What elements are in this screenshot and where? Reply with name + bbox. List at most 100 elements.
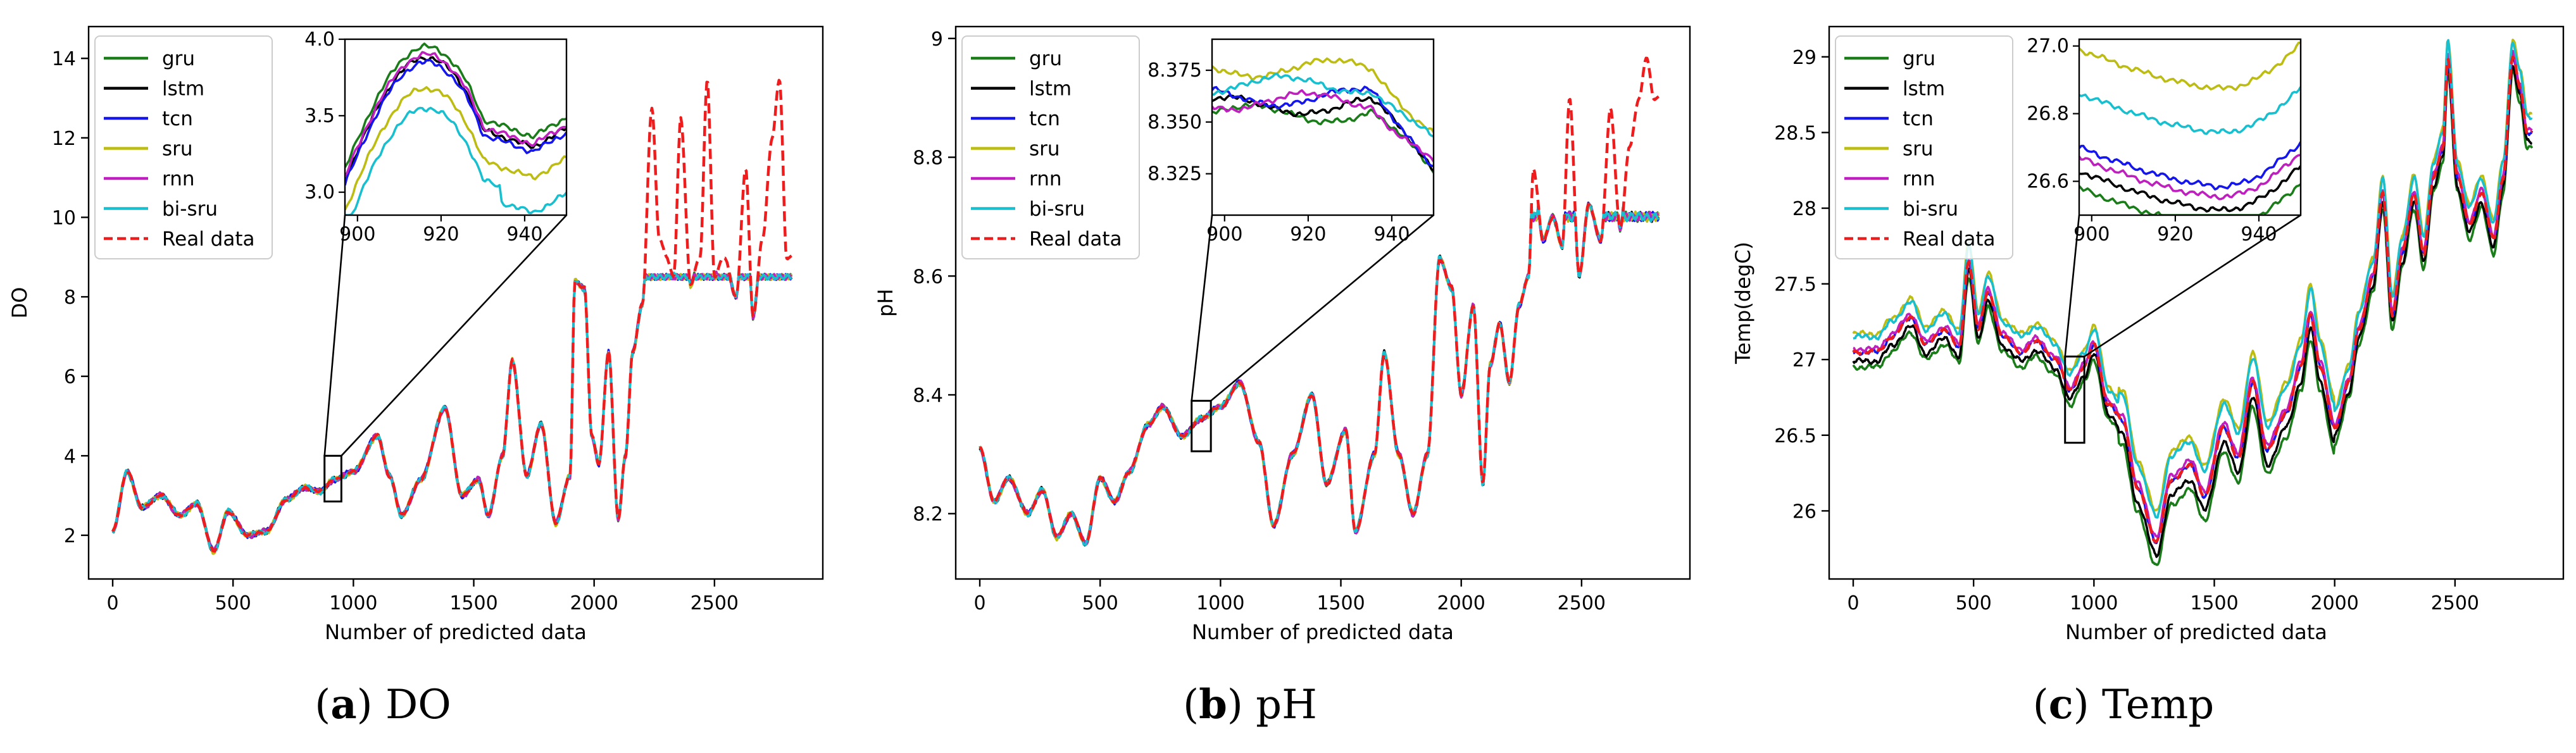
x-tick-label: 2000 (570, 592, 618, 614)
plot-frame (87, 25, 824, 580)
legend-label: lstm (1903, 78, 1945, 101)
inset-line-gru (2079, 183, 2301, 215)
series-line-lstm (111, 272, 793, 552)
series-line-bi-sru (1853, 39, 2533, 519)
caption-paren-open: ( (1183, 681, 1199, 728)
series-line-rnn (112, 270, 792, 552)
zoom-connector (341, 215, 567, 457)
x-tick-label: 500 (1956, 592, 1992, 614)
x-tick-label: 1000 (2070, 592, 2118, 614)
x-tick-label: 2500 (691, 592, 739, 614)
inset-y-tick-label: 3.0 (304, 182, 335, 204)
inset-y-tick-label: 8.350 (1147, 111, 1202, 134)
legend: gru lstm tcn sru rnn bi-sru Real data (1835, 35, 2013, 259)
inset-line-tcn (2079, 141, 2301, 190)
legend-box (1835, 35, 2013, 259)
x-tick-label: 1500 (1316, 592, 1365, 614)
y-tick-label: 26.5 (1774, 425, 1816, 447)
inset-x-tick-label: 920 (1290, 223, 1326, 246)
y-tick-label: 8.6 (913, 266, 943, 288)
inset-axes: 900 920 940 3.0 3.5 4.0 (304, 28, 568, 246)
inset-line-tcn (1212, 85, 1434, 168)
y-tick-label: 9 (931, 28, 943, 51)
series-group (979, 56, 1660, 547)
series-line-bi-sru (111, 271, 792, 553)
panel-caption: (b) pH (1183, 681, 1317, 728)
inset-x-tick-label: 940 (2241, 223, 2277, 246)
inset-x-tick-label: 900 (1206, 223, 1242, 246)
inset-line-bi-sru (345, 106, 566, 215)
inset-x-tick-label: 940 (1373, 223, 1410, 246)
inset-line-gru (345, 42, 566, 168)
inset-y-tick-label: 8.325 (1147, 163, 1202, 185)
legend-label: gru (1029, 47, 1062, 70)
x-tick-label: 1500 (2190, 592, 2238, 614)
inset-line-rnn (1212, 89, 1434, 163)
legend-label: tcn (162, 108, 193, 130)
legend-label: sru (1903, 138, 1934, 161)
zoom-connector (2064, 215, 2080, 357)
inset-line-lstm (2079, 165, 2301, 213)
y-tick-label: 29 (1792, 47, 1816, 69)
plot-frame (1828, 25, 2565, 580)
legend: gru lstm tcn sru rnn bi-sru Real data (94, 35, 273, 259)
legend-label: lstm (1029, 78, 1072, 101)
zoom-source-box (323, 454, 342, 503)
caption-title: pH (1256, 681, 1317, 728)
y-tick-label: 8.8 (913, 147, 943, 170)
y-tick-label: 8.2 (913, 504, 943, 526)
inset-x-tick-label: 940 (506, 223, 542, 246)
y-tick-label: 14 (52, 48, 76, 70)
legend-label: gru (1903, 47, 1935, 70)
series-group (1852, 39, 2534, 566)
series-group (111, 78, 793, 555)
panel-caption: (c) Temp (2033, 681, 2215, 728)
x-tick-label: 0 (1847, 592, 1859, 614)
inset-series-group (1212, 57, 1434, 174)
series-line-gru (111, 271, 793, 552)
y-axis-label: pH (873, 289, 897, 316)
x-tick-label: 2000 (1437, 592, 1485, 614)
legend-label: rnn (1903, 168, 1935, 190)
inset-y-tick-label: 3.5 (304, 105, 335, 127)
x-tick-label: 500 (1082, 592, 1118, 614)
inset-series-group (345, 42, 566, 215)
caption-letter: b (1199, 681, 1227, 728)
inset-y-tick-label: 4.0 (304, 28, 335, 51)
legend-label: Real data (1903, 228, 1996, 251)
caption-title: Temp (2102, 681, 2214, 728)
legend-label: Real data (1029, 228, 1122, 251)
x-axis-label: Number of predicted data (325, 620, 587, 644)
caption-paren-close: ) (1227, 681, 1256, 728)
y-axis-label: DO (8, 287, 32, 319)
y-tick-label: 26 (1792, 501, 1816, 523)
x-tick-label: 0 (973, 592, 985, 614)
x-axis-label: Number of predicted data (2065, 620, 2327, 644)
legend-label: sru (162, 138, 193, 161)
series-line-tcn (111, 273, 793, 552)
zoom-connector (2084, 214, 2301, 358)
inset-background (1212, 39, 1434, 215)
x-tick-label: 2000 (2311, 592, 2359, 614)
inset-axes: 900 920 940 26.6 26.8 27.0 (2027, 35, 2302, 246)
inset-frame (2078, 38, 2302, 216)
y-tick-label: 28 (1792, 198, 1816, 220)
y-tick-label: 28.5 (1774, 122, 1816, 144)
zoom-connector (323, 215, 346, 456)
caption-title: DO (385, 681, 451, 728)
legend-box (94, 35, 273, 259)
legend-label: bi-sru (162, 198, 218, 221)
inset-y-tick-label: 26.8 (2027, 103, 2069, 125)
legend: gru lstm tcn sru rnn bi-sru Real data (961, 35, 1140, 259)
inset-line-tcn (345, 58, 566, 186)
y-tick-label: 6 (64, 366, 76, 389)
zoom-source-box (1191, 399, 1212, 452)
chart-panel-ph: 0 500 1000 1500 2000 2500 8.2 8.4 8.6 8.8 9 Number … (873, 25, 1691, 728)
y-tick-label: 8 (64, 287, 76, 309)
x-tick-label: 1500 (449, 592, 497, 614)
inset-series-group (2079, 41, 2301, 215)
inset-line-rnn (345, 51, 566, 177)
inset-line-sru (2079, 41, 2301, 91)
inset-y-tick-label: 26.6 (2027, 171, 2069, 193)
legend-label: rnn (162, 168, 195, 190)
